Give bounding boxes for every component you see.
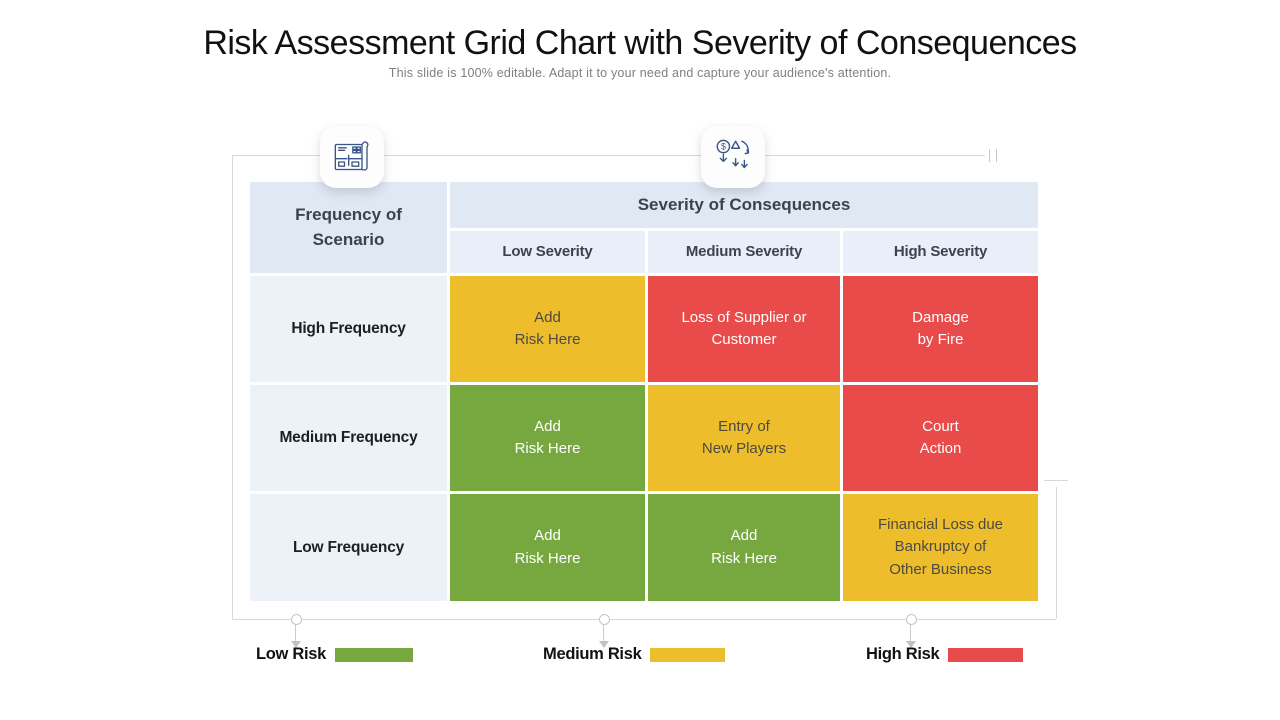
matrix-cell-court-action: Court Action — [843, 385, 1038, 491]
group-header-severity: Severity of Consequences — [450, 182, 1038, 228]
column-header-medium-severity: Medium Severity — [648, 231, 840, 273]
column-header-low-severity: Low Severity — [450, 231, 645, 273]
legend-label-high-risk: High Risk — [866, 645, 940, 663]
legend-label-medium-risk: Medium Risk — [543, 645, 642, 663]
row-label-low-frequency: Low Frequency — [250, 494, 447, 601]
financial-loss-warning-icon: $ — [716, 139, 750, 169]
connector-line — [910, 624, 911, 641]
frame-right-tick — [1044, 480, 1068, 481]
matrix-cell-add-risk-placeholder[interactable]: Add Risk Here — [450, 494, 645, 601]
matrix-cell-add-risk-placeholder[interactable]: Add Risk Here — [648, 494, 840, 601]
matrix-cell-financial-loss: Financial Loss due Bankruptcy of Other B… — [843, 494, 1038, 601]
frame-top-end-tick — [996, 149, 997, 162]
legend-swatch-medium-risk — [650, 647, 726, 662]
legend-item-low-risk: Low Risk — [256, 645, 414, 664]
column-header-high-severity: High Severity — [843, 231, 1038, 273]
frame-top-end-tick — [989, 149, 990, 162]
connector-arrow-down-icon — [906, 641, 916, 648]
matrix-cell-loss-of-supplier: Loss of Supplier or Customer — [648, 276, 840, 382]
financial-risk-icon-card: $ — [701, 126, 765, 188]
risk-matrix: Frequency of Scenario Severity of Conseq… — [250, 182, 1038, 601]
connector-circle — [291, 614, 302, 625]
legend-label-low-risk: Low Risk — [256, 645, 327, 663]
legend-swatch-low-risk — [335, 647, 414, 662]
connector-line — [295, 624, 296, 641]
page-subtitle: This slide is 100% editable. Adapt it to… — [388, 66, 892, 80]
connector-circle — [599, 614, 610, 625]
matrix-cell-damage-by-fire: Damage by Fire — [843, 276, 1038, 382]
frame-right-line — [1056, 487, 1057, 619]
connector-line — [603, 624, 604, 641]
blueprint-plan-icon — [334, 141, 369, 171]
row-label-medium-frequency: Medium Frequency — [250, 385, 447, 491]
corner-header-frequency-of-scenario: Frequency of Scenario — [250, 182, 447, 273]
matrix-cell-add-risk-placeholder[interactable]: Add Risk Here — [450, 385, 645, 491]
matrix-cell-entry-of-new-players: Entry of New Players — [648, 385, 840, 491]
legend-swatch-high-risk — [948, 647, 1024, 662]
blueprint-icon-card — [320, 126, 384, 188]
frame-left-line — [232, 155, 233, 619]
legend-item-high-risk: High Risk — [866, 645, 1024, 664]
frame-top-line — [232, 155, 985, 156]
connector-circle — [906, 614, 917, 625]
frame-bottom-line — [232, 619, 1056, 620]
svg-text:$: $ — [721, 142, 726, 152]
matrix-cell-add-risk-placeholder[interactable]: Add Risk Here — [450, 276, 645, 382]
legend-item-medium-risk: Medium Risk — [543, 645, 726, 664]
connector-arrow-down-icon — [291, 641, 301, 648]
row-label-high-frequency: High Frequency — [250, 276, 447, 382]
connector-arrow-down-icon — [599, 641, 609, 648]
page-title: Risk Assessment Grid Chart with Severity… — [203, 24, 1077, 62]
